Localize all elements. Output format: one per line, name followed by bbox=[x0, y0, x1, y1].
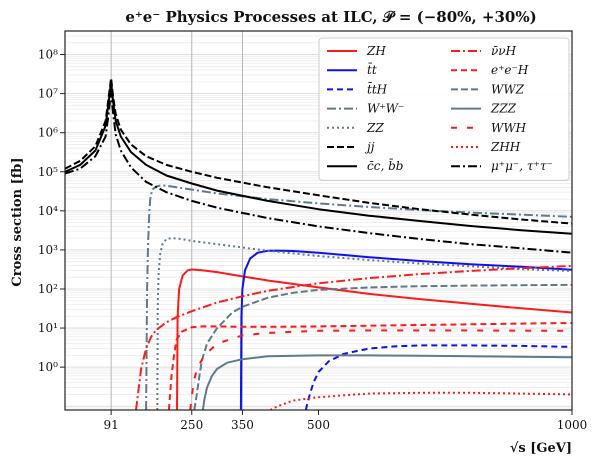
series-line-4 bbox=[156, 237, 572, 410]
x-tick-label: 1000 bbox=[557, 418, 588, 432]
series-line-7 bbox=[135, 264, 572, 410]
y-tick-label: 10³ bbox=[38, 243, 58, 257]
x-tick-label: 350 bbox=[231, 418, 254, 432]
series-line-6 bbox=[65, 80, 572, 235]
legend-label: W⁺W⁻ bbox=[367, 102, 404, 116]
legend-label: WWH bbox=[491, 121, 527, 135]
legend-label: jj bbox=[364, 140, 375, 154]
legend-label: ZHH bbox=[490, 140, 521, 154]
series-line-12 bbox=[269, 391, 572, 410]
y-tick-label: 10⁴ bbox=[38, 204, 58, 218]
y-tick-label: 10¹ bbox=[38, 321, 58, 335]
series-line-10 bbox=[201, 354, 572, 410]
legend-label: t̄tH bbox=[367, 81, 388, 97]
x-tick-label: 250 bbox=[180, 418, 203, 432]
legend-label: e⁺e⁻H bbox=[491, 63, 529, 77]
y-tick-label: 10⁵ bbox=[38, 165, 58, 179]
y-tick-label: 10⁸ bbox=[38, 48, 58, 62]
x-axis-ticks: 91 250 350 500 1000 bbox=[103, 410, 587, 432]
legend-label: ν̄νH bbox=[491, 44, 517, 58]
y-tick-label: 10⁷ bbox=[38, 87, 58, 101]
x-tick-label: 91 bbox=[103, 418, 118, 432]
legend-label: ZH bbox=[366, 44, 386, 58]
y-axis-ticks: 10⁰ 10¹ 10² 10³ 10⁴ 10⁵ 10⁶ 10⁷ 10⁸ bbox=[38, 48, 65, 374]
chart-title: e⁺e⁻ Physics Processes at ILC, 𝒫 = (−80%… bbox=[125, 8, 536, 26]
legend-label: WWZ bbox=[491, 82, 525, 96]
y-axis-label: Cross section [fb] bbox=[10, 157, 25, 286]
series-line-13 bbox=[65, 89, 572, 254]
series-line-9 bbox=[193, 283, 572, 410]
legend-label: c̄c, b̄b bbox=[367, 158, 403, 174]
legend-label: μ⁺μ⁻, τ⁺τ⁻ bbox=[491, 159, 553, 173]
legend-label: ZZ bbox=[366, 121, 384, 135]
x-tick-label: 500 bbox=[307, 418, 330, 432]
series-line-8 bbox=[167, 322, 572, 410]
legend-box bbox=[318, 37, 570, 181]
series-line-11 bbox=[189, 329, 572, 410]
x-axis-label: √s [GeV] bbox=[510, 441, 572, 456]
series-line-0 bbox=[176, 268, 572, 410]
series-line-3 bbox=[145, 184, 572, 410]
legend-label: t̄t bbox=[367, 62, 377, 78]
legend-label: ZZZ bbox=[490, 102, 517, 116]
y-tick-label: 10⁶ bbox=[38, 126, 58, 140]
series-line-1 bbox=[239, 249, 572, 410]
legend: ZH t̄t t̄tH W⁺W⁻ ZZ jj c̄c, b̄b ν̄νH e⁺e⁻H WWZ ZZZ… bbox=[318, 37, 570, 181]
y-tick-label: 10⁰ bbox=[38, 360, 58, 374]
series-group bbox=[65, 77, 572, 410]
y-tick-label: 10² bbox=[38, 282, 58, 296]
